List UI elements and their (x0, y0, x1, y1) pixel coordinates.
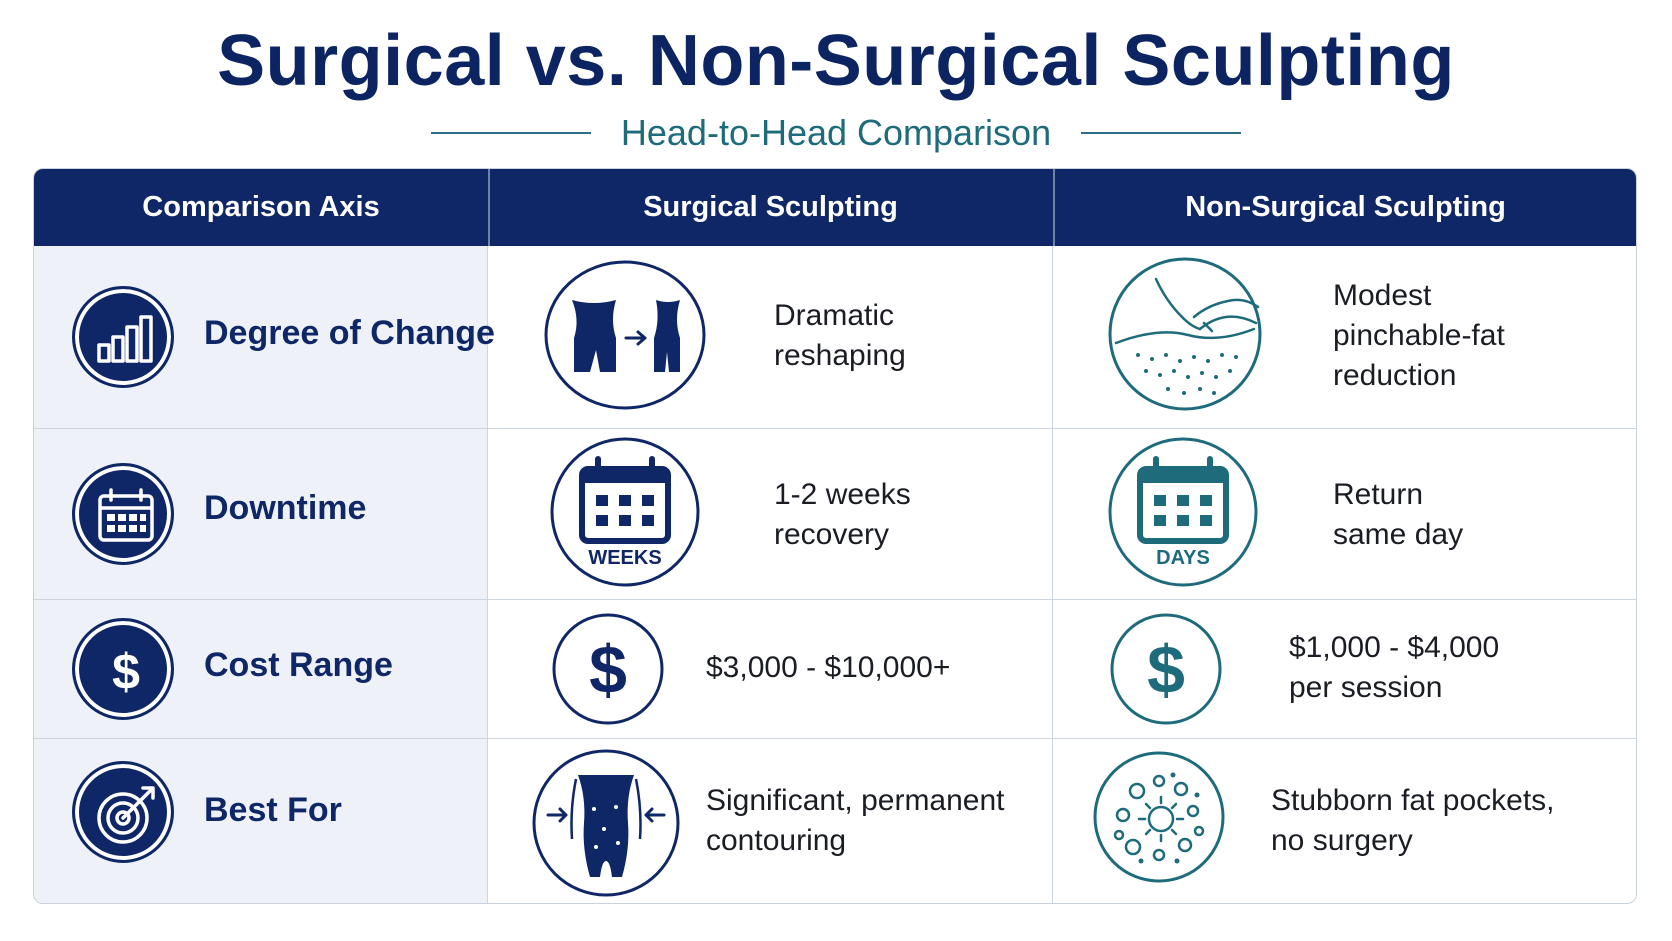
header-divider (488, 169, 490, 246)
page-title: Surgical vs. Non-Surgical Sculpting (217, 21, 1455, 101)
header-comparison-axis: Comparison Axis (142, 191, 380, 223)
non-surgical-cell: $ $1,000 - $4,000 per session (1053, 600, 1636, 738)
comparison-table: Comparison Axis Surgical Sculpting Non-S… (33, 168, 1637, 904)
non-surgical-text: $1,000 - $4,000 per session (1289, 631, 1500, 704)
svg-text:$: $ (1147, 632, 1185, 708)
target-icon (72, 761, 174, 863)
waist-contour-icon (532, 749, 680, 897)
axis-cell: Downtime (34, 429, 488, 599)
body-reshape-icon (544, 260, 706, 410)
non-surgical-text: Stubborn fat pockets, no surgery (1271, 784, 1555, 857)
surgical-text: 1-2 weeks recovery (774, 478, 911, 551)
axis-label: Cost Range (204, 646, 393, 684)
surgical-cell: Dramatic reshaping (488, 246, 1053, 428)
axis-label: Downtime (204, 489, 367, 527)
fat-cells-icon (1093, 751, 1225, 883)
axis-label: Best For (204, 791, 342, 829)
header-surgical: Surgical Sculpting (643, 191, 898, 223)
header-divider (1053, 169, 1055, 246)
surgical-text: Dramatic reshaping (774, 299, 906, 372)
table-row-downtime: Downtime WEEKS 1-2 weeks recovery (34, 428, 1636, 599)
svg-text:$: $ (589, 632, 627, 708)
table-row-best-for: Best For Significant, permanent contouri… (34, 738, 1636, 903)
weeks-label: WEEKS (588, 547, 662, 569)
dollar-icon: $ (1110, 613, 1222, 725)
days-label: DAYS (1156, 547, 1210, 569)
non-surgical-cell: Modest pinchable-fat reduction (1053, 246, 1636, 428)
subtitle-row: Head-to-Head Comparison (0, 108, 1672, 158)
axis-cell: Best For (34, 739, 488, 903)
table-row-cost-range: $ Cost Range $ $3,000 - $10,000+ $ $1,00 (34, 599, 1636, 738)
surgical-cell: Significant, permanent contouring (488, 739, 1053, 903)
pinch-skin-icon (1108, 257, 1262, 411)
axis-label: Degree of Change (204, 314, 495, 352)
calendar-weeks-icon: WEEKS (550, 437, 700, 587)
non-surgical-cell: Stubborn fat pockets, no surgery (1053, 739, 1636, 903)
calendar-days-icon: DAYS (1108, 437, 1258, 587)
page-subtitle: Head-to-Head Comparison (620, 112, 1052, 153)
surgical-cell: WEEKS 1-2 weeks recovery (488, 429, 1053, 599)
calendar-icon (72, 463, 174, 565)
subtitle-right-rule (1081, 132, 1242, 134)
dollar-icon: $ (72, 618, 174, 720)
surgical-cell: $ $3,000 - $10,000+ (488, 600, 1053, 738)
non-surgical-text: Modest pinchable-fat reduction (1333, 279, 1505, 392)
bar-chart-icon (72, 286, 174, 388)
axis-cell: $ Cost Range (34, 600, 488, 738)
surgical-text: Significant, permanent contouring (706, 784, 1005, 857)
table-row-degree-of-change: Degree of Change Dramatic reshaping (34, 246, 1636, 428)
non-surgical-cell: DAYS Return same day (1053, 429, 1636, 599)
surgical-text: $3,000 - $10,000+ (706, 651, 951, 684)
svg-text:$: $ (112, 644, 140, 700)
header-non-surgical: Non-Surgical Sculpting (1185, 191, 1506, 223)
subtitle-left-rule (430, 132, 591, 134)
dollar-icon: $ (552, 613, 664, 725)
non-surgical-text: Return same day (1333, 478, 1464, 551)
axis-cell: Degree of Change (34, 246, 495, 428)
table-header: Comparison Axis Surgical Sculpting Non-S… (34, 169, 1636, 246)
